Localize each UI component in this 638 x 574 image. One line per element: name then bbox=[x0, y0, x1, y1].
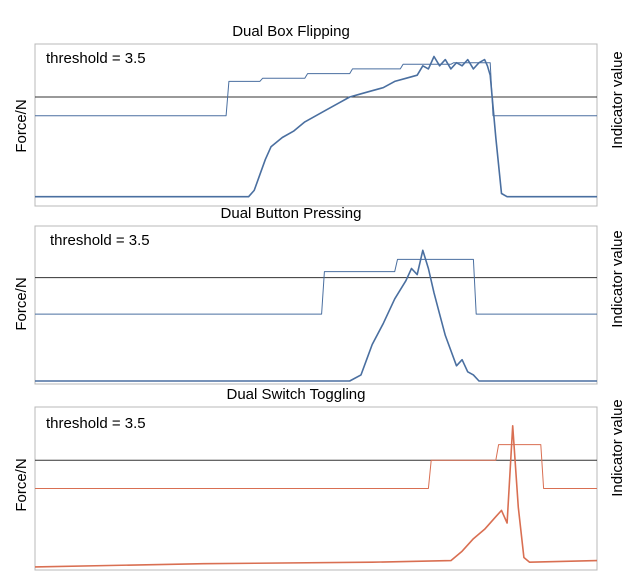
panel-2-title: Dual Button Pressing bbox=[221, 205, 362, 222]
panel-2-ylabel-left: Force/N bbox=[13, 277, 30, 330]
panel-2-indicator-line bbox=[35, 258, 597, 315]
panel-1-title: Dual Box Flipping bbox=[232, 23, 350, 40]
panel-3-ylabel-left: Force/N bbox=[13, 458, 30, 511]
panel-1-frame bbox=[34, 43, 598, 207]
panel-2-threshold-label: threshold = 3.5 bbox=[50, 232, 150, 249]
panel-1-ylabel-left: Force/N bbox=[13, 99, 30, 152]
panel-1-indicator-line bbox=[35, 62, 597, 117]
panel-3-title: Dual Switch Toggling bbox=[227, 386, 366, 403]
panel-3-indicator-line bbox=[35, 444, 597, 489]
panel-1-ylabel-right: Indicator value bbox=[609, 51, 626, 149]
panel-2-ylabel-right: Indicator value bbox=[609, 230, 626, 328]
panel-1-threshold-label: threshold = 3.5 bbox=[46, 50, 146, 67]
panel-2-plot bbox=[34, 225, 598, 385]
panel-3-threshold-label: threshold = 3.5 bbox=[46, 415, 146, 432]
panel-1-force-line bbox=[35, 55, 597, 198]
panel-3-plot bbox=[34, 406, 598, 571]
panel-2-frame bbox=[34, 225, 598, 385]
panel-2-force-line bbox=[35, 249, 597, 382]
panel-3-force-line bbox=[34, 424, 598, 568]
panel-1-plot bbox=[34, 43, 598, 207]
panel-3-ylabel-right: Indicator value bbox=[609, 399, 626, 497]
